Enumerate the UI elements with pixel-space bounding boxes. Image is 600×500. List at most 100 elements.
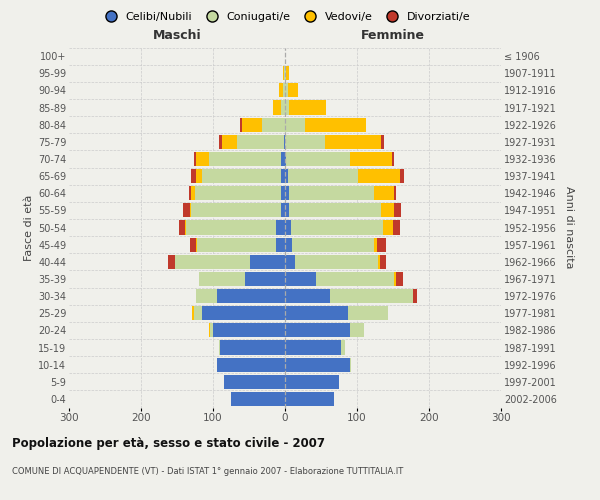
- Bar: [289, 100, 326, 114]
- Bar: [284, 135, 285, 149]
- Bar: [285, 306, 349, 320]
- Bar: [286, 66, 289, 80]
- Bar: [194, 152, 196, 166]
- Bar: [245, 272, 285, 286]
- Bar: [220, 340, 285, 354]
- Bar: [350, 324, 364, 338]
- Bar: [285, 272, 316, 286]
- Bar: [283, 84, 285, 98]
- Bar: [285, 340, 341, 354]
- Bar: [196, 238, 197, 252]
- Bar: [277, 220, 285, 234]
- Bar: [285, 255, 295, 269]
- Bar: [167, 255, 175, 269]
- Bar: [358, 169, 400, 183]
- Bar: [374, 238, 377, 252]
- Bar: [285, 135, 325, 149]
- Bar: [187, 220, 277, 234]
- Bar: [179, 220, 185, 234]
- Bar: [213, 324, 285, 338]
- Bar: [285, 358, 350, 372]
- Bar: [199, 272, 245, 286]
- Bar: [393, 220, 400, 234]
- Bar: [285, 186, 289, 200]
- Bar: [341, 340, 345, 354]
- Bar: [209, 324, 210, 338]
- Bar: [285, 238, 292, 252]
- Bar: [185, 220, 187, 234]
- Bar: [394, 204, 401, 218]
- Bar: [325, 135, 381, 149]
- Bar: [285, 375, 339, 389]
- Bar: [210, 324, 213, 338]
- Bar: [191, 169, 196, 183]
- Bar: [392, 152, 394, 166]
- Bar: [381, 204, 394, 218]
- Bar: [289, 204, 381, 218]
- Bar: [242, 118, 262, 132]
- Bar: [281, 100, 285, 114]
- Text: Femmine: Femmine: [361, 30, 425, 43]
- Bar: [378, 255, 380, 269]
- Bar: [380, 255, 386, 269]
- Bar: [241, 118, 242, 132]
- Bar: [291, 220, 383, 234]
- Bar: [285, 66, 286, 80]
- Bar: [374, 186, 394, 200]
- Bar: [231, 392, 285, 406]
- Bar: [295, 255, 378, 269]
- Bar: [202, 169, 281, 183]
- Bar: [175, 255, 250, 269]
- Bar: [285, 324, 350, 338]
- Bar: [196, 289, 217, 303]
- Bar: [285, 118, 305, 132]
- Bar: [285, 169, 288, 183]
- Bar: [381, 135, 385, 149]
- Bar: [217, 358, 285, 372]
- Bar: [284, 66, 285, 80]
- Bar: [194, 306, 202, 320]
- Bar: [283, 66, 284, 80]
- Bar: [285, 220, 291, 234]
- Bar: [223, 135, 237, 149]
- Bar: [285, 84, 288, 98]
- Bar: [350, 152, 392, 166]
- Bar: [250, 255, 285, 269]
- Bar: [396, 272, 403, 286]
- Bar: [277, 238, 285, 252]
- Bar: [224, 375, 285, 389]
- Bar: [285, 289, 331, 303]
- Bar: [217, 289, 285, 303]
- Bar: [237, 135, 284, 149]
- Bar: [281, 186, 285, 200]
- Bar: [285, 152, 286, 166]
- Bar: [279, 84, 283, 98]
- Bar: [288, 84, 298, 98]
- Bar: [285, 204, 289, 218]
- Bar: [394, 272, 396, 286]
- Bar: [394, 186, 396, 200]
- Bar: [413, 289, 417, 303]
- Legend: Celibi/Nubili, Coniugati/e, Vedovi/e, Divorziati/e: Celibi/Nubili, Coniugati/e, Vedovi/e, Di…: [100, 12, 470, 22]
- Bar: [331, 289, 413, 303]
- Bar: [189, 186, 191, 200]
- Bar: [349, 306, 388, 320]
- Bar: [192, 306, 194, 320]
- Bar: [281, 204, 285, 218]
- Bar: [196, 152, 209, 166]
- Bar: [305, 118, 367, 132]
- Bar: [209, 152, 281, 166]
- Bar: [191, 204, 281, 218]
- Bar: [285, 100, 289, 114]
- Bar: [190, 238, 196, 252]
- Text: COMUNE DI ACQUAPENDENTE (VT) - Dati ISTAT 1° gennaio 2007 - Elaborazione TUTTITA: COMUNE DI ACQUAPENDENTE (VT) - Dati ISTA…: [12, 468, 403, 476]
- Text: Maschi: Maschi: [152, 30, 202, 43]
- Bar: [183, 204, 190, 218]
- Bar: [190, 204, 191, 218]
- Bar: [196, 169, 202, 183]
- Bar: [202, 306, 285, 320]
- Bar: [273, 100, 281, 114]
- Bar: [262, 118, 285, 132]
- Bar: [288, 169, 358, 183]
- Bar: [281, 169, 285, 183]
